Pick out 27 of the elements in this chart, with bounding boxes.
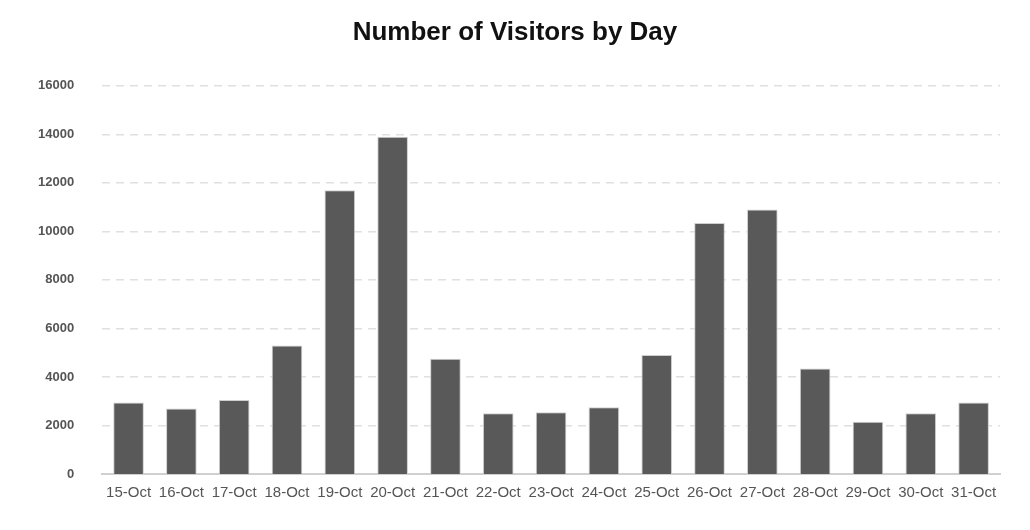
- x-tick-label: 29-Oct: [845, 483, 892, 501]
- x-tick-label: 21-Oct: [422, 483, 469, 501]
- x-tick-label: 25-Oct: [634, 483, 681, 501]
- x-tick-label: 19-Oct: [317, 483, 364, 501]
- x-tick-label: 24-Oct: [581, 483, 628, 501]
- y-tick-label: 8000: [45, 271, 75, 287]
- y-tick-label: 0: [66, 465, 75, 481]
- y-tick-label: 12000: [37, 174, 75, 190]
- y-tick-label: 2000: [45, 417, 75, 433]
- x-tick-label: 15-Oct: [106, 483, 152, 501]
- x-tick-label: 28-Oct: [792, 483, 839, 501]
- x-tick-label: 26-Oct: [687, 483, 733, 501]
- y-tick-label: 10000: [37, 222, 75, 238]
- y-tick-label: 14000: [37, 125, 75, 141]
- y-tick-label: 4000: [45, 368, 75, 384]
- x-tick-label: 27-Oct: [739, 483, 786, 501]
- x-tick-label: 22-Oct: [475, 483, 522, 501]
- x-tick-label: 31-Oct: [951, 483, 997, 501]
- x-tick-label: 18-Oct: [264, 483, 311, 501]
- x-tick-label: 17-Oct: [211, 483, 258, 501]
- x-tick-label: 23-Oct: [528, 483, 575, 501]
- chart-title: Number of Visitors by Day: [351, 16, 679, 48]
- y-tick-label: 6000: [45, 320, 75, 335]
- x-tick-label: 20-Oct: [370, 483, 416, 501]
- x-tick-label: 30-Oct: [898, 483, 945, 501]
- y-tick-label: 16000: [37, 77, 75, 93]
- x-tick-label: 16-Oct: [158, 483, 205, 501]
